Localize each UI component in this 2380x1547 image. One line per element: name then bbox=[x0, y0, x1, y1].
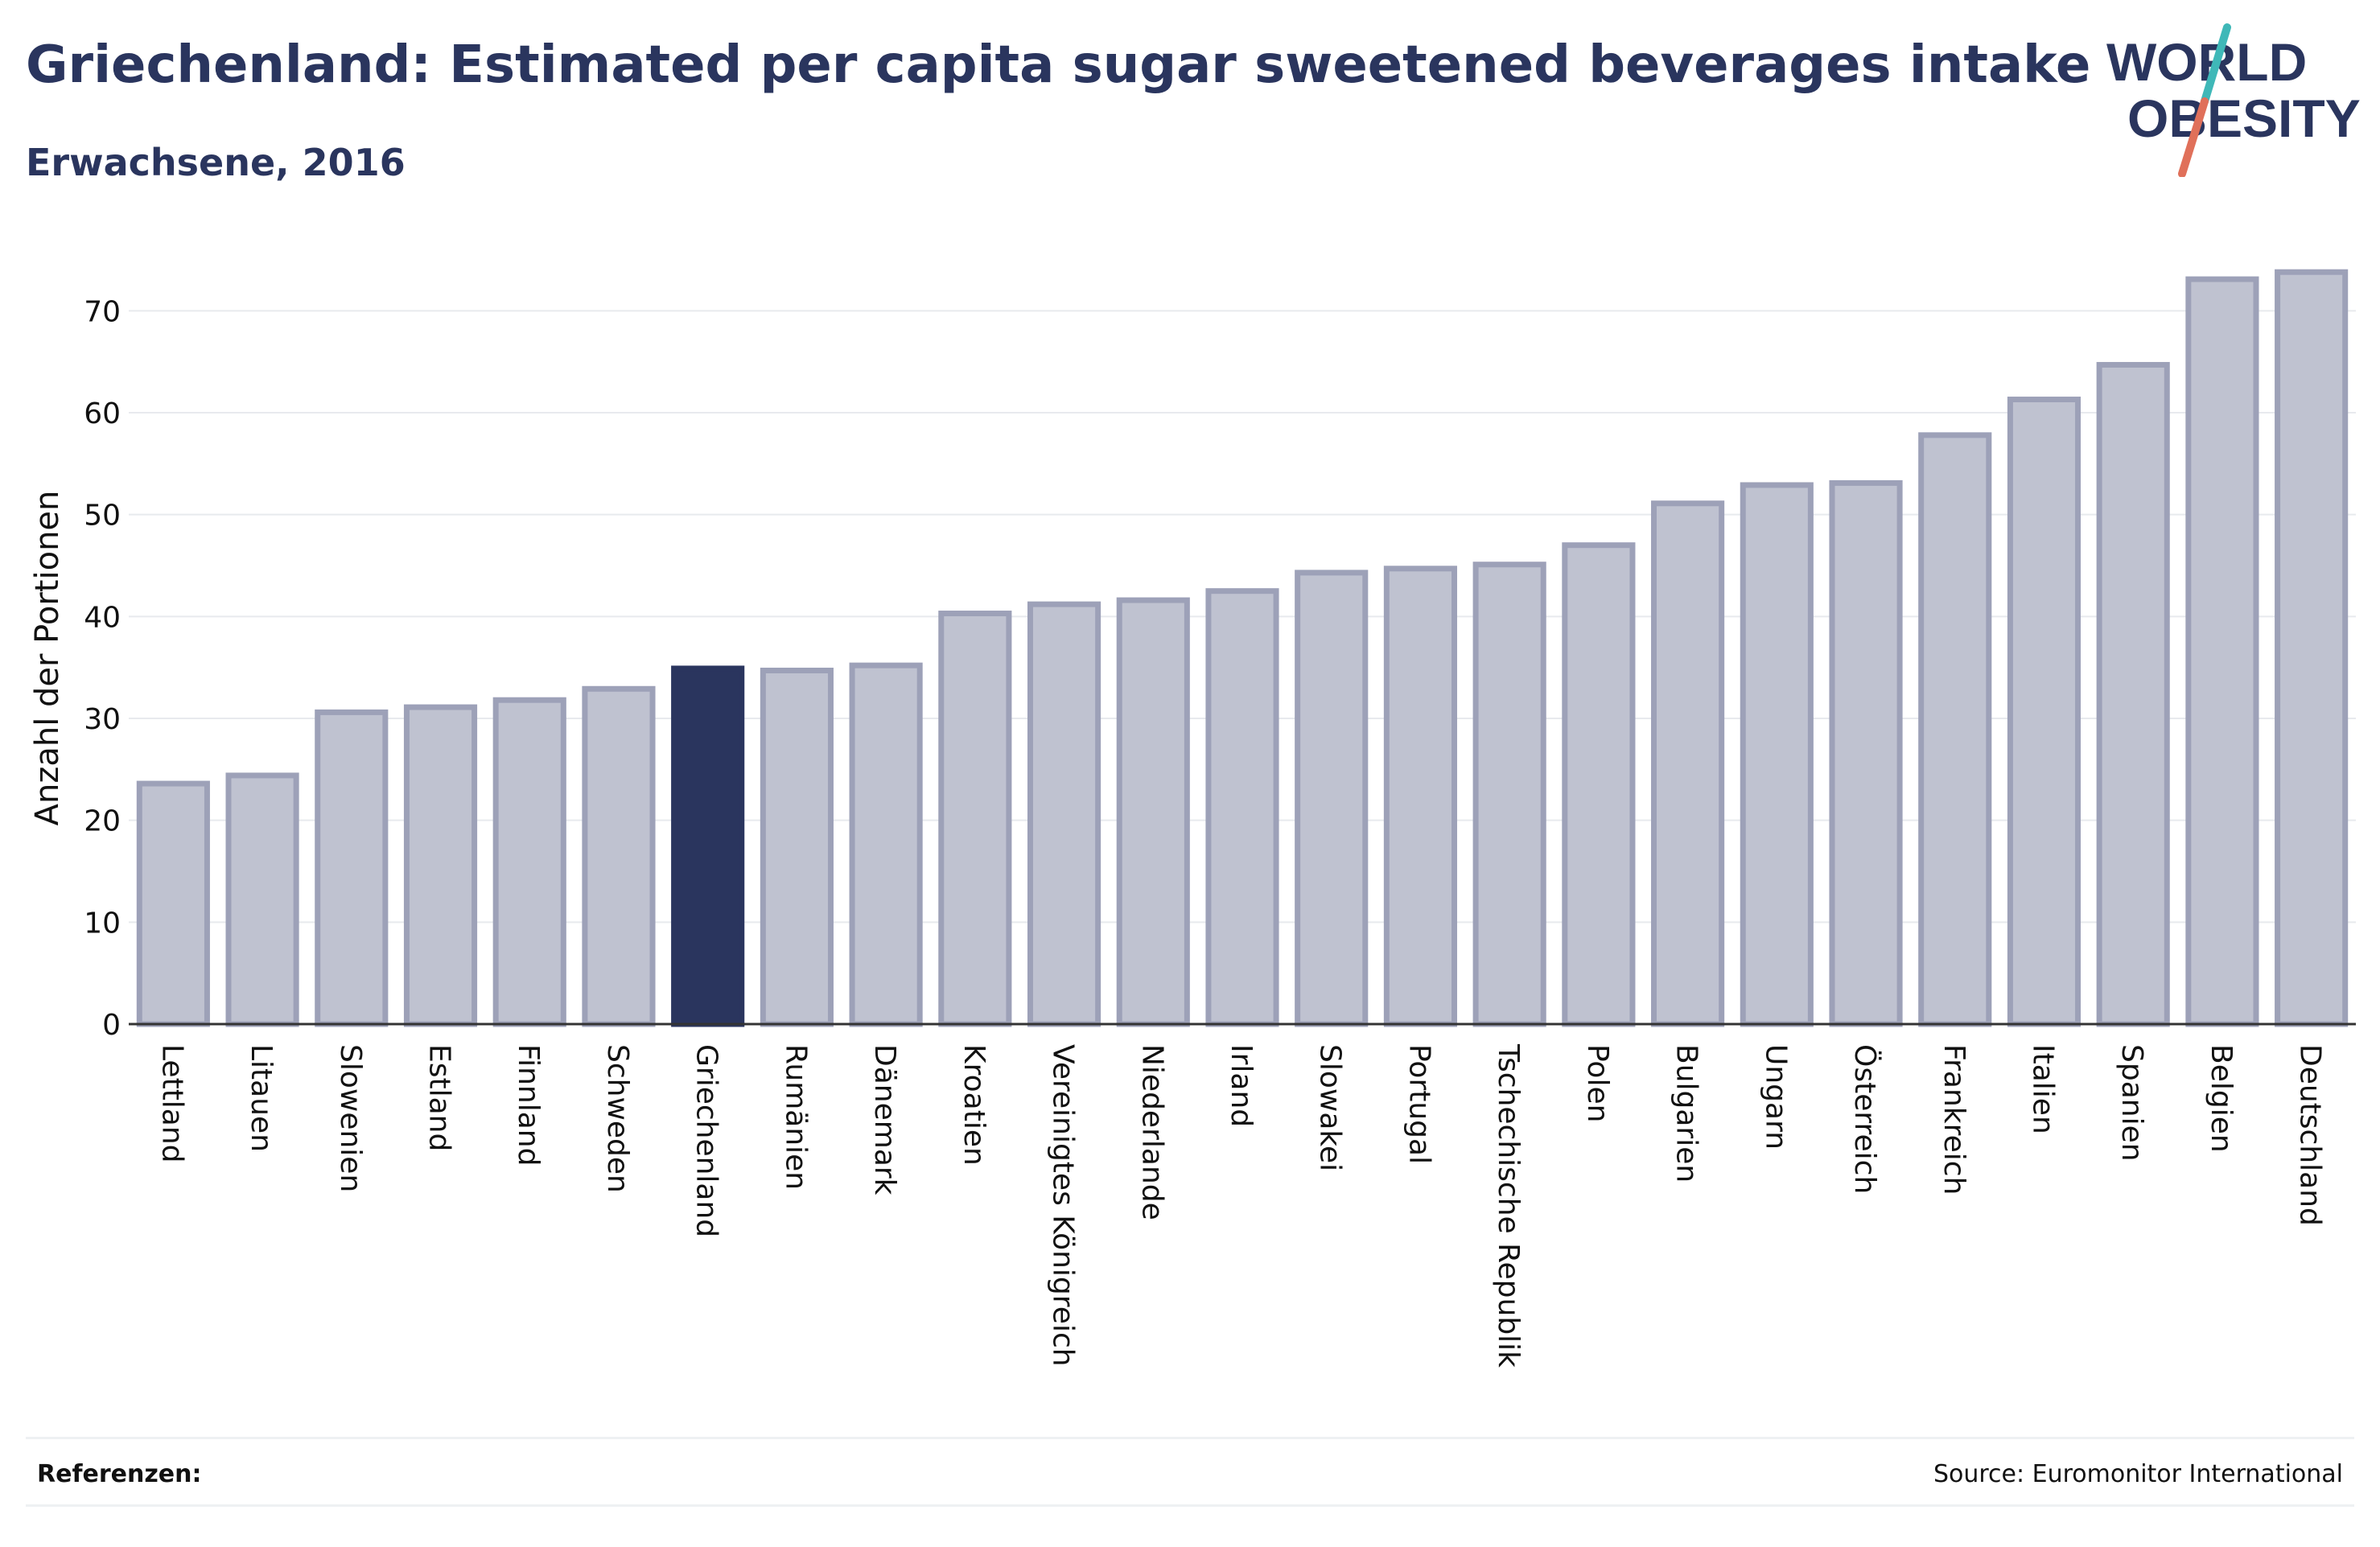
x-tick-label: Litauen bbox=[245, 1044, 278, 1152]
y-tick-label: 50 bbox=[84, 500, 121, 533]
bar bbox=[671, 665, 745, 1027]
bars bbox=[136, 269, 2349, 1027]
y-tick-label: 10 bbox=[84, 907, 121, 940]
x-tick-label: Spanien bbox=[2115, 1044, 2148, 1162]
bar bbox=[582, 685, 656, 1027]
bar bbox=[225, 772, 299, 1027]
bar bbox=[1116, 597, 1190, 1027]
bar bbox=[403, 704, 478, 1027]
bar-chart: 0 10 20 30 40 50 60 70 Lettland Litauen Slowenien… bbox=[29, 269, 2356, 1368]
x-axis-ticks: Lettland Litauen Slowenien Estland Finnland S… bbox=[155, 1043, 2326, 1368]
bar bbox=[760, 667, 834, 1027]
bar bbox=[2185, 276, 2259, 1027]
bar bbox=[1472, 562, 1546, 1027]
footer-divider-bottom bbox=[26, 1504, 2354, 1507]
bar bbox=[1205, 588, 1279, 1027]
x-tick-label: Belgien bbox=[2205, 1044, 2238, 1153]
bar bbox=[1295, 570, 1369, 1027]
bar bbox=[2007, 397, 2081, 1027]
logo-line-2: OBESITY bbox=[2127, 88, 2361, 148]
x-tick-label: Finnland bbox=[512, 1044, 545, 1166]
x-tick-label: Österreich bbox=[1848, 1044, 1882, 1194]
x-tick-label: Irland bbox=[1225, 1044, 1258, 1127]
x-tick-label: Vereinigtes Königreich bbox=[1047, 1044, 1080, 1367]
x-tick-label: Ungarn bbox=[1759, 1044, 1792, 1150]
footer-divider-top bbox=[26, 1437, 2354, 1439]
x-tick-label: Slowenien bbox=[334, 1044, 367, 1192]
source-note: Source: Euromonitor International bbox=[1933, 1460, 2343, 1488]
x-tick-label: Estland bbox=[423, 1044, 456, 1151]
x-tick-label: Rumänien bbox=[779, 1044, 812, 1190]
x-tick-label: Dänemark bbox=[868, 1044, 901, 1195]
y-tick-label: 70 bbox=[84, 295, 121, 328]
bar bbox=[315, 709, 389, 1027]
y-axis-ticks: 0 10 20 30 40 50 60 70 bbox=[84, 295, 121, 1042]
bar bbox=[1383, 566, 1458, 1027]
x-tick-label: Lettland bbox=[155, 1044, 188, 1163]
bar bbox=[2275, 269, 2349, 1027]
references-label: Referenzen: bbox=[37, 1460, 202, 1488]
x-tick-label: Griechenland bbox=[690, 1044, 723, 1237]
bar bbox=[492, 697, 566, 1027]
world-obesity-logo: WORLD OBESITY bbox=[2106, 23, 2361, 177]
bar bbox=[849, 662, 923, 1027]
x-tick-label: Schweden bbox=[601, 1044, 634, 1193]
x-tick-label: Italien bbox=[2026, 1044, 2059, 1134]
y-tick-label: 0 bbox=[102, 1009, 121, 1042]
bar bbox=[1829, 479, 1903, 1027]
bar bbox=[1918, 432, 1992, 1027]
y-tick-label: 30 bbox=[84, 703, 121, 736]
bar bbox=[1562, 542, 1636, 1027]
x-tick-label: Deutschland bbox=[2294, 1044, 2327, 1226]
y-tick-label: 40 bbox=[84, 601, 121, 634]
x-tick-label: Portugal bbox=[1402, 1044, 1435, 1164]
chart-subtitle: Erwachsene, 2016 bbox=[26, 141, 406, 184]
bar bbox=[1027, 601, 1101, 1027]
x-tick-label: Niederlande bbox=[1135, 1044, 1168, 1220]
x-tick-label: Bulgarien bbox=[1670, 1044, 1703, 1183]
y-axis-label: Anzahl der Portionen bbox=[29, 491, 66, 826]
bar bbox=[1740, 482, 1814, 1027]
x-tick-label: Polen bbox=[1581, 1044, 1614, 1122]
logo-slash-teal bbox=[2201, 23, 2231, 105]
y-tick-label: 60 bbox=[84, 397, 121, 430]
bar bbox=[1651, 500, 1725, 1027]
logo-slash-coral bbox=[2178, 97, 2209, 177]
y-tick-label: 20 bbox=[84, 805, 121, 838]
x-tick-label: Kroatien bbox=[957, 1044, 990, 1166]
bar bbox=[938, 611, 1012, 1027]
bar bbox=[136, 780, 210, 1027]
bar bbox=[2096, 361, 2170, 1027]
x-tick-label: Tschechische Republik bbox=[1492, 1043, 1525, 1368]
x-tick-label: Frankreich bbox=[1937, 1044, 1970, 1195]
x-tick-label: Slowakei bbox=[1314, 1044, 1347, 1171]
chart-title: Griechenland: Estimated per capita sugar… bbox=[26, 35, 2091, 95]
